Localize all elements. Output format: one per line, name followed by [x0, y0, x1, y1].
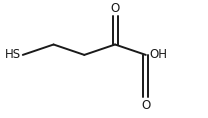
- Text: O: O: [110, 2, 120, 15]
- Text: O: O: [141, 99, 150, 112]
- Text: HS: HS: [5, 48, 21, 61]
- Text: OH: OH: [149, 48, 167, 61]
